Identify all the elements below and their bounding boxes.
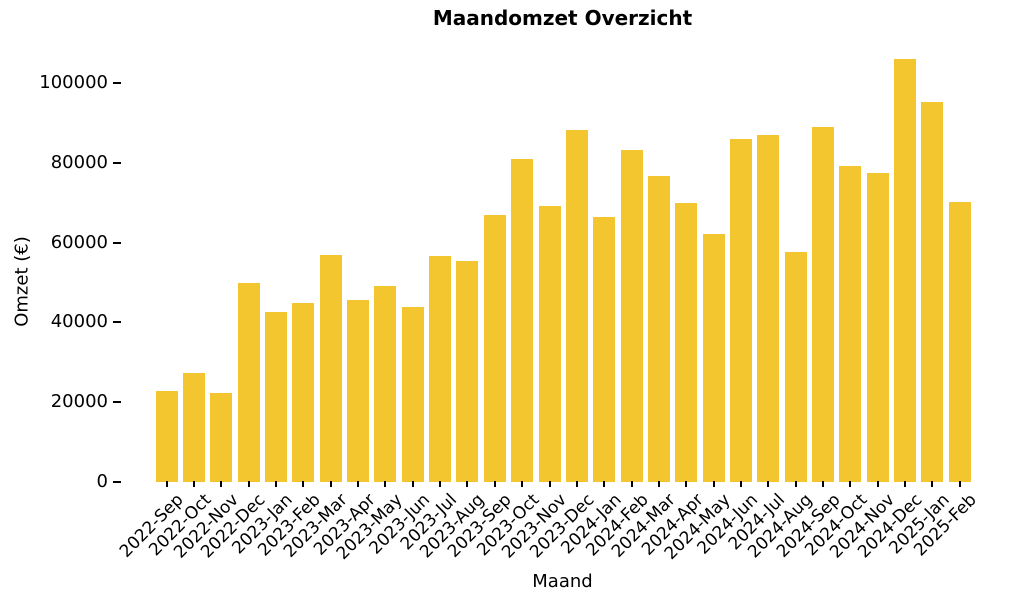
x-tick-mark [685,481,688,487]
bar-2023-Sep [483,215,506,482]
x-tick-mark [329,481,332,487]
bar-2023-Jul [429,255,452,482]
chart-title: Maandomzet Overzicht [432,6,693,30]
y-tick-label: 60000 [50,231,108,253]
bar-2023-Mar [319,254,342,482]
x-tick-mark [521,481,524,487]
y-tick-label: 20000 [50,391,108,413]
x-tick-mark [439,481,442,487]
x-tick-mark [603,481,606,487]
x-tick-mark [712,481,715,487]
x-tick-mark [575,481,578,487]
bar-2024-Apr [675,202,698,482]
bar-2023-Jun [401,307,424,482]
bar-2024-Nov [866,173,889,482]
bar-2024-Feb [620,150,643,482]
x-tick-mark [822,481,824,487]
y-tick-mark [113,241,121,244]
bar-2024-Jun [729,139,752,482]
y-tick-label: 40000 [50,311,108,333]
y-tick-mark [113,401,121,404]
bar-2023-Nov [538,206,561,482]
y-tick-label: 0 [96,471,108,492]
y-tick-label: 100000 [39,72,108,93]
bar-2025-Feb [948,202,971,482]
y-axis-label: Omzet (€) [11,236,33,327]
bar-2022-Dec [237,282,260,482]
bar-2023-Aug [456,260,479,482]
x-tick-mark [493,481,496,487]
bar-2023-Apr [347,300,370,482]
bar-2022-Nov [210,393,233,482]
x-tick-mark [411,481,414,487]
x-tick-mark [192,481,195,487]
bar-2024-Sep [812,127,834,482]
y-tick-mark [113,161,121,164]
x-tick-mark [931,481,934,487]
x-tick-mark [958,481,961,487]
bar-2023-Dec [565,130,588,482]
bar-2023-Oct [511,159,534,482]
bar-2023-Feb [292,303,315,482]
x-axis-label: Maand [532,571,593,592]
bar-2023-May [374,286,397,482]
x-tick-mark [876,481,879,487]
y-tick-mark [113,481,121,483]
bar-2022-Sep [155,391,178,482]
bar-2024-Jan [593,217,616,482]
x-tick-mark [275,481,277,487]
x-tick-mark [548,481,551,487]
y-tick-mark [113,82,121,84]
bar-2023-Jan [265,312,287,482]
bar-2024-Mar [647,175,670,482]
x-tick-mark [904,481,907,487]
bar-2025-Jan [921,102,944,482]
bar-2022-Oct [182,372,205,482]
y-tick-mark [113,321,121,324]
x-tick-mark [384,481,387,487]
x-tick-mark [739,481,742,487]
x-tick-mark [657,481,660,487]
x-tick-mark [357,481,360,487]
x-tick-mark [630,481,633,487]
bar-2024-Oct [839,166,862,482]
x-tick-mark [794,481,797,487]
x-tick-mark [165,481,168,487]
x-tick-mark [302,481,305,487]
bar-2024-May [702,234,725,482]
y-tick-label: 80000 [50,151,108,173]
x-tick-mark [247,481,250,487]
bar-2024-Aug [784,251,807,482]
x-tick-mark [220,481,223,487]
x-tick-mark [466,481,469,487]
bar-2024-Jul [757,134,780,482]
x-tick-mark [849,481,852,487]
x-tick-mark [767,481,770,487]
bar-2024-Dec [894,59,917,482]
